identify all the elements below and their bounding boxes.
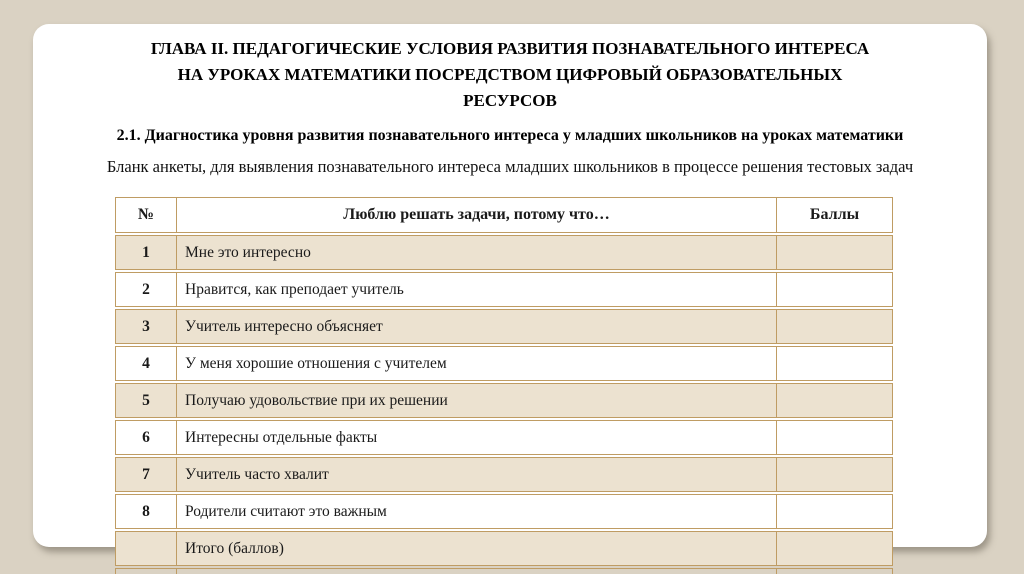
row-score [776,494,893,529]
row-number: 2 [115,272,176,307]
slide-lead-text: Бланк анкеты, для выявления познавательн… [106,157,914,176]
row-number [115,531,176,566]
row-score [776,531,893,566]
column-header-score: Баллы [776,197,893,233]
table-row: 2 Нравится, как преподает учитель [115,272,893,307]
row-number: 4 [115,346,176,381]
row-number: 8 [115,494,176,529]
row-number: 1 [115,235,176,270]
table-row: 1 Мне это интересно [115,235,893,270]
slide-subtitle: 2.1. Диагностика уровня развития познава… [116,127,904,144]
questionnaire-table: № Люблю решать задачи, потому что… Баллы… [115,195,893,574]
row-score [776,383,893,418]
table-row: 6 Интересны отдельные факты [115,420,893,455]
table-row-total-percent: Итого (%) (кол-во бал/кол-во вопр х 100%… [115,568,893,574]
table-row: 5 Получаю удовольствие при их решении [115,383,893,418]
table-row: 4 У меня хорошие отношения с учителем [115,346,893,381]
row-number [115,568,176,574]
row-score [776,346,893,381]
row-number: 5 [115,383,176,418]
table-row: 3 Учитель интересно объясняет [115,309,893,344]
table-header-row: № Люблю решать задачи, потому что… Баллы [115,197,893,233]
row-question: Учитель часто хвалит [176,457,776,492]
row-question: Родители считают это важным [176,494,776,529]
table-row: 7 Учитель часто хвалит [115,457,893,492]
table-row: 8 Родители считают это важным [115,494,893,529]
column-header-number: № [115,197,176,233]
row-question: У меня хорошие отношения с учителем [176,346,776,381]
row-question: Получаю удовольствие при их решении [176,383,776,418]
row-question: Учитель интересно объясняет [176,309,776,344]
row-number: 7 [115,457,176,492]
row-score [776,235,893,270]
column-header-question: Люблю решать задачи, потому что… [176,197,776,233]
table-row-total-points: Итого (баллов) [115,531,893,566]
row-number: 6 [115,420,176,455]
row-question: Итого (баллов) [176,531,776,566]
row-question: Мне это интересно [176,235,776,270]
row-question: Итого (%) (кол-во бал/кол-во вопр х 100% [176,568,776,574]
row-score [776,309,893,344]
row-score: % [776,568,893,574]
row-question: Нравится, как преподает учитель [176,272,776,307]
row-score [776,272,893,307]
row-number: 3 [115,309,176,344]
row-score [776,420,893,455]
row-score [776,457,893,492]
row-question: Интересны отдельные факты [176,420,776,455]
slide-title: ГЛАВА II. ПЕДАГОГИЧЕСКИЕ УСЛОВИЯ РАЗВИТИ… [150,39,870,110]
